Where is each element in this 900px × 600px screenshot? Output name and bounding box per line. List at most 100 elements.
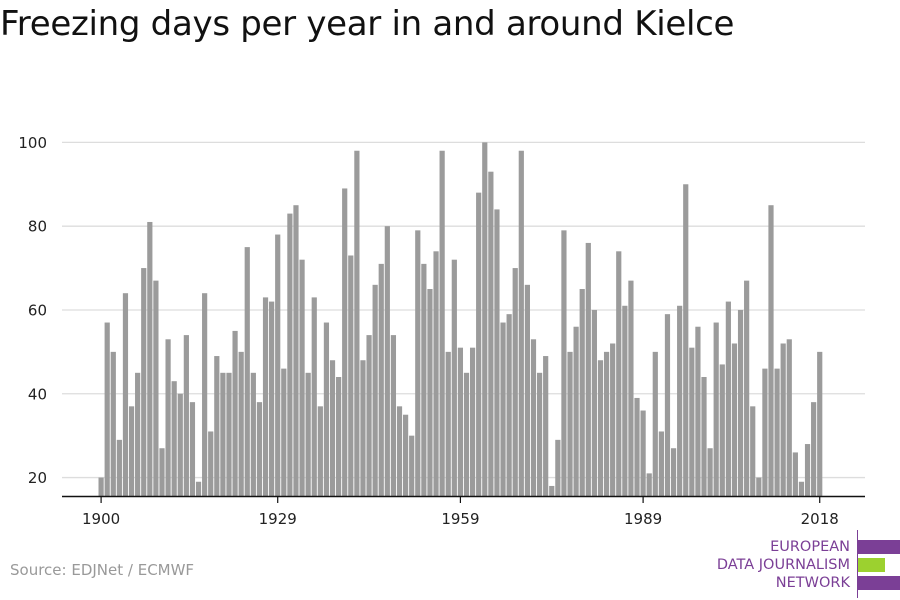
bar-2014 bbox=[792, 452, 798, 496]
y-tick-labels: 20 40 60 80 100 bbox=[18, 134, 47, 487]
bar-1961 bbox=[469, 347, 476, 496]
logo-bar-1 bbox=[858, 540, 900, 554]
bar-1951 bbox=[409, 435, 415, 496]
bar-1971 bbox=[530, 339, 537, 496]
y-tick-label: 60 bbox=[28, 301, 47, 319]
bar-1937 bbox=[323, 322, 330, 496]
bar-1978 bbox=[573, 326, 579, 496]
bar-1913 bbox=[177, 393, 183, 496]
source-note: Source: EDJNet / ECMWF bbox=[10, 561, 195, 579]
bar-1927 bbox=[262, 297, 269, 496]
bar-1990 bbox=[646, 473, 652, 496]
bar-1966 bbox=[500, 322, 506, 496]
bar-2005 bbox=[737, 309, 744, 496]
bar-1908 bbox=[147, 221, 153, 496]
bar-1984 bbox=[610, 343, 616, 496]
bar-2017 bbox=[811, 402, 817, 496]
x-tick-labels: 1900 1929 1959 1989 2018 bbox=[82, 496, 839, 528]
bar-1953 bbox=[421, 263, 427, 496]
bar-1985 bbox=[616, 251, 622, 496]
gridlines bbox=[62, 141, 865, 479]
bar-1923 bbox=[238, 351, 244, 496]
bar-1932 bbox=[293, 205, 299, 497]
chart-title: Freezing days per year in and around Kie… bbox=[0, 4, 735, 44]
logo-bar-2 bbox=[858, 558, 885, 572]
bar-1921 bbox=[226, 372, 232, 496]
x-tick-label: 1989 bbox=[624, 510, 662, 528]
bar-2015 bbox=[798, 481, 805, 496]
bar-1964 bbox=[488, 171, 494, 496]
bar-1928 bbox=[269, 301, 275, 496]
bar-1963 bbox=[482, 142, 488, 496]
bar-1998 bbox=[695, 326, 701, 496]
bar-1916 bbox=[195, 481, 202, 496]
bar-1975 bbox=[555, 439, 561, 496]
bar-1967 bbox=[506, 314, 512, 496]
bar-1918 bbox=[208, 431, 214, 496]
bars bbox=[98, 142, 823, 497]
bar-2018 bbox=[817, 351, 823, 496]
bar-1949 bbox=[396, 406, 403, 496]
bar-1969 bbox=[518, 150, 524, 496]
bar-1958 bbox=[451, 259, 457, 496]
bar-1946 bbox=[378, 263, 384, 496]
bar-2000 bbox=[707, 448, 713, 496]
bar-1910 bbox=[159, 448, 165, 496]
bar-1904 bbox=[122, 293, 129, 496]
bar-1970 bbox=[524, 284, 530, 496]
bar-1909 bbox=[153, 280, 159, 496]
edjnet-logo[interactable]: EUROPEAN DATA JOURNALISM NETWORK bbox=[700, 528, 900, 598]
bar-1915 bbox=[189, 402, 196, 496]
x-tick-label: 1959 bbox=[441, 510, 479, 528]
logo-line-3: NETWORK bbox=[775, 575, 850, 591]
bar-1980 bbox=[585, 242, 591, 496]
logo-line-1: EUROPEAN bbox=[770, 539, 850, 555]
bar-1968 bbox=[512, 268, 518, 496]
bar-1979 bbox=[579, 289, 585, 496]
bar-1999 bbox=[701, 377, 707, 496]
bar-1902 bbox=[110, 351, 116, 496]
logo-text: EUROPEAN DATA JOURNALISM NETWORK bbox=[717, 538, 850, 592]
bar-1960 bbox=[463, 372, 470, 496]
bar-1976 bbox=[561, 230, 567, 496]
bar-1993 bbox=[664, 314, 671, 496]
bar-2008 bbox=[756, 477, 762, 496]
bar-1942 bbox=[354, 150, 360, 496]
y-tick-label: 20 bbox=[28, 469, 47, 487]
bar-1950 bbox=[403, 414, 409, 496]
y-tick-label: 80 bbox=[28, 218, 47, 236]
bar-2009 bbox=[762, 368, 768, 496]
bar-1996 bbox=[683, 184, 689, 497]
bar-1939 bbox=[336, 377, 342, 496]
bar-1936 bbox=[317, 406, 323, 496]
logo-divider bbox=[857, 530, 858, 598]
x-tick-label: 1929 bbox=[259, 510, 297, 528]
bar-1900 bbox=[98, 477, 104, 496]
bar-1955 bbox=[433, 251, 439, 496]
bar-2016 bbox=[804, 444, 811, 496]
y-tick-label: 100 bbox=[18, 134, 47, 152]
bar-1924 bbox=[244, 247, 250, 496]
bar-1987 bbox=[628, 280, 634, 496]
bar-1914 bbox=[183, 335, 189, 496]
bar-2011 bbox=[774, 368, 780, 496]
bar-1943 bbox=[360, 360, 366, 496]
bar-1934 bbox=[305, 372, 311, 496]
bar-1989 bbox=[640, 410, 646, 496]
bar-1925 bbox=[250, 372, 256, 496]
bar-1933 bbox=[299, 259, 305, 496]
bar-2006 bbox=[744, 280, 750, 496]
bar-1982 bbox=[597, 360, 604, 496]
bar-1919 bbox=[214, 356, 220, 496]
bar-1901 bbox=[104, 322, 110, 496]
bar-1911 bbox=[165, 339, 171, 496]
y-tick-label: 40 bbox=[28, 385, 47, 403]
bar-1977 bbox=[567, 351, 573, 496]
bar-2012 bbox=[780, 343, 786, 496]
bar-2013 bbox=[786, 339, 792, 496]
bar-1957 bbox=[445, 351, 451, 496]
bar-1917 bbox=[202, 293, 208, 496]
bar-1903 bbox=[116, 439, 122, 496]
bar-2010 bbox=[768, 205, 774, 497]
